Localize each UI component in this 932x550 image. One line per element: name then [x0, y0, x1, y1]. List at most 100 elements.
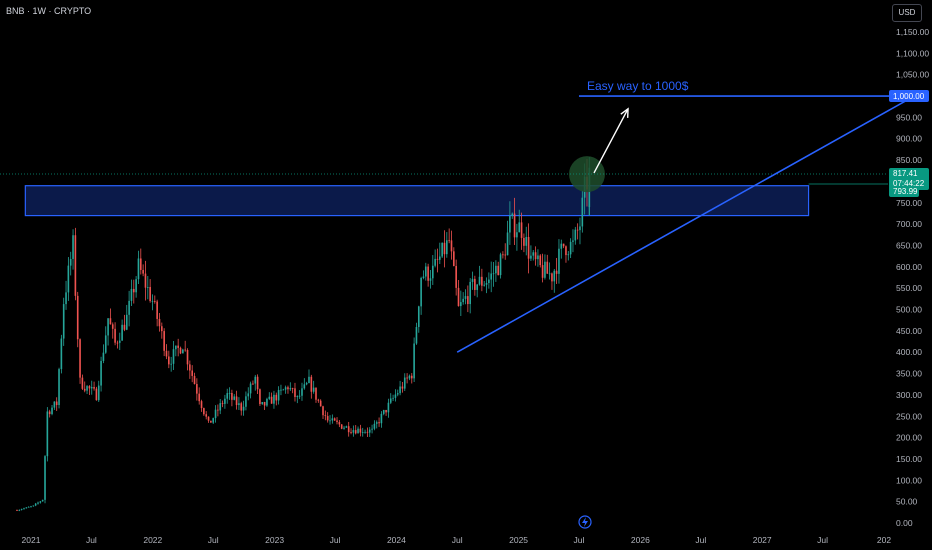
- x-tick-label: Jul: [452, 535, 463, 545]
- candle-body: [226, 393, 229, 399]
- candle-body: [252, 383, 254, 385]
- candle-body: [235, 396, 238, 406]
- candle-body: [483, 284, 486, 286]
- candle-body: [23, 508, 25, 510]
- candle-body: [387, 402, 390, 413]
- candle-body: [219, 403, 222, 411]
- candle-body: [576, 229, 579, 231]
- candle-body: [401, 386, 404, 389]
- candle-body: [90, 386, 93, 389]
- y-tick-label: 100.00: [896, 475, 922, 485]
- candle-body: [485, 283, 488, 285]
- candle-body: [233, 396, 236, 400]
- candle-body: [375, 422, 378, 424]
- candle-body: [193, 375, 196, 385]
- candle-body: [41, 499, 44, 502]
- candle-body: [177, 345, 179, 348]
- candle-body: [502, 254, 504, 256]
- candle-body: [231, 392, 233, 400]
- candle-body: [146, 287, 149, 288]
- y-tick-label: 350.00: [896, 369, 922, 379]
- candle-body: [18, 509, 21, 511]
- candle-body: [518, 222, 521, 233]
- candle-body: [417, 306, 420, 328]
- x-tick-label: 2026: [631, 535, 650, 545]
- candle-body: [296, 396, 299, 397]
- candle-body: [476, 284, 479, 290]
- candle-body: [354, 430, 357, 434]
- candle-body: [525, 236, 528, 246]
- candle-body: [567, 254, 570, 256]
- x-tick-label: 2027: [753, 535, 772, 545]
- candle-body: [298, 395, 301, 397]
- candle-body: [151, 301, 154, 302]
- candle-body: [329, 420, 331, 422]
- candle-body: [544, 261, 546, 278]
- candle-body: [39, 501, 42, 503]
- lightning-icon-bolt: [582, 517, 588, 527]
- candle-body: [111, 324, 114, 329]
- annotation-text: Easy way to 1000$: [587, 79, 689, 93]
- candle-body: [534, 252, 537, 260]
- candle-body: [191, 370, 194, 376]
- candle-body: [76, 295, 79, 340]
- y-tick-label: 1,150.00: [896, 27, 929, 37]
- candle-body: [88, 386, 91, 389]
- candle-body: [410, 375, 413, 379]
- candle-body: [389, 398, 392, 403]
- candle-body: [158, 318, 161, 327]
- y-tick-label: 900.00: [896, 134, 922, 144]
- currency-button[interactable]: USD: [892, 4, 922, 22]
- arrow-head: [620, 107, 629, 118]
- candle-body: [509, 215, 511, 233]
- candle-body: [287, 387, 289, 390]
- candle-body: [55, 401, 58, 406]
- candle-body: [352, 430, 355, 433]
- candle-body: [69, 258, 72, 266]
- y-tick-label: 1,100.00: [896, 48, 929, 58]
- candle-body: [65, 292, 67, 305]
- resistance-zone: [24, 185, 810, 217]
- candle-body: [149, 287, 151, 302]
- candle-body: [37, 502, 39, 504]
- candle-body: [179, 347, 182, 354]
- candle-body: [48, 411, 51, 415]
- candle-body: [366, 431, 369, 433]
- candle-body: [462, 298, 464, 303]
- candle-body: [396, 393, 399, 395]
- candle-body: [537, 255, 539, 260]
- candle-body: [532, 252, 535, 256]
- candle-body: [175, 345, 177, 350]
- lightning-icon: [578, 515, 592, 529]
- candle-body: [100, 360, 102, 386]
- candle-body: [284, 387, 287, 390]
- candle-body: [378, 422, 380, 424]
- candle-body: [205, 414, 208, 417]
- candle-body: [382, 410, 385, 414]
- candle-body: [93, 386, 95, 389]
- candle-body: [553, 270, 556, 282]
- candle-body: [422, 276, 425, 278]
- candle-body: [324, 415, 327, 417]
- candle-body: [429, 278, 432, 281]
- candle-body: [20, 509, 23, 510]
- candle-body: [492, 273, 495, 275]
- candle-body: [114, 328, 116, 343]
- candle-body: [413, 343, 415, 379]
- previous-close-value: 793.99: [893, 187, 918, 196]
- candle-body: [420, 277, 422, 307]
- candle-body: [431, 265, 434, 279]
- candle-body: [434, 258, 436, 266]
- x-tick-label: Jul: [817, 535, 828, 545]
- x-tick-label: 2024: [387, 535, 406, 545]
- candle-body: [499, 254, 502, 276]
- candle-body: [357, 428, 359, 434]
- candle-body: [301, 388, 303, 396]
- y-tick-label: 400.00: [896, 347, 922, 357]
- candle-body: [331, 418, 334, 421]
- candle-body: [67, 265, 70, 293]
- candle-body: [427, 266, 429, 281]
- candle-body: [305, 382, 308, 385]
- candle-body: [530, 255, 532, 259]
